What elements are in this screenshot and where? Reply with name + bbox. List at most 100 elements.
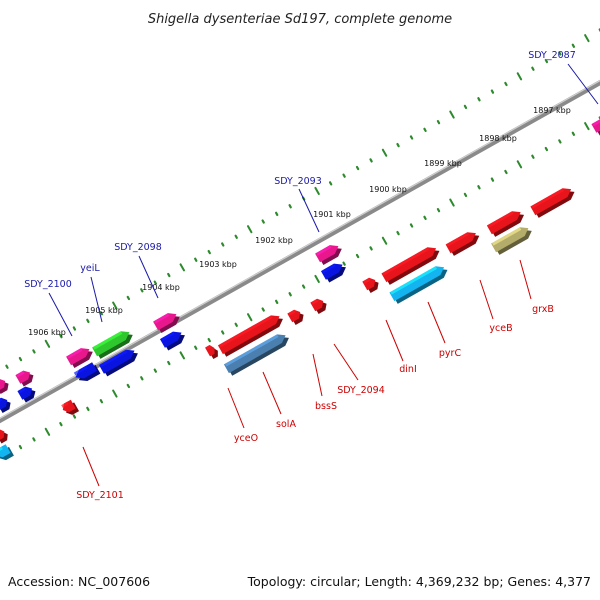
label-yceb-leader — [479, 279, 494, 320]
label-sdy-2093: SDY_2093 — [274, 176, 322, 187]
gene-blue-body — [320, 263, 343, 280]
minor-tick — [504, 169, 508, 175]
minor-tick — [355, 253, 360, 259]
gene-red-highlight — [531, 188, 565, 209]
gene-red — [61, 399, 80, 415]
gene-red — [445, 232, 480, 256]
gene-red-body — [445, 232, 476, 254]
kbp-label: 1902 kbp — [255, 236, 293, 245]
label-sdy-2101: SDY_2101 — [76, 490, 124, 501]
minor-tick — [167, 360, 171, 366]
label-sdy-2100: SDY_2100 — [24, 279, 72, 290]
gene-magenta-body — [0, 378, 6, 392]
gene-red — [362, 277, 379, 293]
minor-tick — [18, 356, 23, 362]
minor-tick — [571, 43, 576, 48]
gene-red — [530, 188, 575, 218]
accession-text: Accession: NC_007606 — [8, 574, 150, 589]
minor-tick — [59, 422, 63, 427]
gene-red-body — [0, 428, 5, 441]
major-tick — [179, 351, 186, 360]
major-tick — [44, 427, 51, 436]
major-tick — [112, 389, 118, 398]
gene-red — [205, 345, 218, 360]
minor-tick — [409, 135, 414, 140]
minor-tick — [194, 345, 198, 350]
gene-green-highlight — [93, 331, 123, 350]
gene-red-highlight — [218, 315, 273, 348]
label-grxb: grxB — [532, 304, 554, 315]
gene-blue-highlight — [160, 331, 175, 342]
gene-magenta — [0, 378, 9, 394]
gene-red-body — [217, 315, 280, 355]
gene-magenta — [15, 370, 34, 387]
major-tick — [179, 263, 186, 272]
major-tick — [584, 122, 590, 131]
minor-tick — [342, 173, 346, 178]
label-pyrc-leader — [427, 301, 446, 344]
gene-steel-highlight — [224, 334, 279, 367]
gene-blue-body — [159, 331, 182, 348]
label-yceb: yceB — [489, 323, 512, 334]
gene-red-highlight — [446, 232, 469, 247]
label-sola-leader — [262, 371, 282, 415]
major-tick — [516, 160, 523, 169]
label-dini: dinI — [399, 364, 417, 375]
minor-tick — [490, 89, 495, 94]
label-sdy-2098-leader — [138, 255, 159, 299]
kbp-label: 1901 kbp — [313, 210, 351, 219]
minor-tick — [409, 223, 414, 228]
gene-red-highlight — [363, 277, 371, 284]
kbp-label: 1897 kbp — [533, 106, 571, 115]
minor-tick — [369, 246, 373, 251]
gene-magenta — [66, 348, 93, 368]
gene-magenta-highlight — [592, 119, 600, 127]
minor-tick — [544, 58, 549, 64]
major-tick — [246, 225, 253, 234]
gene-red-highlight — [61, 401, 69, 408]
gene-steel — [223, 334, 289, 376]
kbp-label: 1906 kbp — [28, 328, 66, 337]
gene-blue-body — [99, 349, 135, 374]
gene-red — [486, 211, 525, 237]
minor-tick — [5, 364, 9, 369]
gene-cyan-highlight — [0, 446, 3, 454]
gene-red-highlight — [205, 345, 212, 350]
label-sdy-2098: SDY_2098 — [114, 242, 162, 253]
major-tick — [584, 34, 590, 43]
minor-tick — [140, 376, 144, 381]
minor-tick — [99, 311, 104, 316]
topology-text: Topology: circular; Length: 4,369,232 bp… — [247, 574, 591, 589]
gene-blue — [0, 397, 11, 413]
gene-blue — [99, 349, 138, 377]
label-sdy-2094-leader — [333, 343, 359, 381]
gene-red-highlight — [311, 298, 319, 305]
label-bsss-leader — [312, 353, 323, 397]
label-yceo: yceO — [234, 433, 258, 444]
major-tick — [516, 72, 523, 81]
minor-tick — [288, 204, 292, 209]
minor-tick — [274, 299, 279, 305]
gene-steel-body — [223, 334, 286, 374]
minor-tick — [274, 211, 279, 217]
gene-green — [92, 331, 133, 359]
gene-red — [381, 247, 440, 285]
gene-red — [0, 428, 8, 444]
gene-cyan-body — [389, 266, 445, 302]
minor-tick — [153, 280, 158, 285]
minor-tick — [436, 208, 441, 213]
minor-tick — [301, 284, 306, 289]
gene-cyan-body — [0, 444, 11, 458]
minor-tick — [558, 51, 562, 56]
gene-green-body — [92, 331, 130, 357]
gene-red-highlight — [382, 247, 430, 276]
label-sdy-2093-leader — [298, 188, 320, 233]
minor-tick — [463, 192, 468, 198]
minor-tick — [18, 444, 23, 450]
minor-tick — [99, 399, 104, 404]
gene-blue — [73, 362, 101, 382]
gene-blue-highlight — [18, 386, 27, 394]
minor-tick — [207, 337, 211, 343]
gene-blue-highlight — [99, 349, 128, 368]
gene-blue-body — [75, 362, 98, 379]
